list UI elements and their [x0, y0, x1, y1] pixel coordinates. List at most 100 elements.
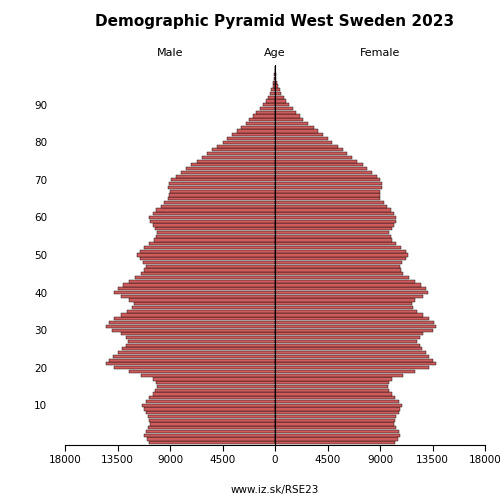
Bar: [260, 107, 275, 110]
Bar: [197, 160, 275, 162]
Bar: [275, 96, 283, 99]
Bar: [275, 118, 303, 122]
Bar: [156, 234, 275, 238]
Bar: [208, 152, 275, 155]
Bar: [129, 280, 275, 283]
Bar: [154, 238, 275, 242]
Bar: [149, 242, 275, 246]
Bar: [275, 126, 314, 129]
Bar: [232, 133, 275, 136]
Title: Demographic Pyramid West Sweden 2023: Demographic Pyramid West Sweden 2023: [96, 14, 454, 29]
Bar: [272, 84, 275, 87]
Bar: [275, 310, 418, 313]
Bar: [152, 378, 275, 380]
Bar: [141, 272, 275, 276]
Bar: [275, 122, 308, 125]
Bar: [114, 366, 275, 369]
Bar: [275, 422, 394, 426]
Bar: [275, 280, 415, 283]
Bar: [171, 178, 275, 182]
Bar: [275, 212, 394, 216]
Bar: [160, 204, 275, 208]
Bar: [275, 314, 423, 316]
Bar: [275, 351, 426, 354]
Bar: [275, 73, 276, 76]
Bar: [275, 298, 415, 302]
Bar: [106, 362, 275, 366]
Bar: [275, 84, 278, 87]
Bar: [164, 201, 275, 204]
Bar: [275, 130, 318, 132]
Bar: [275, 208, 390, 212]
Bar: [275, 254, 408, 256]
Bar: [126, 336, 275, 339]
Bar: [275, 408, 400, 410]
Bar: [146, 411, 275, 414]
Bar: [169, 182, 275, 186]
Bar: [191, 164, 275, 166]
Bar: [275, 107, 292, 110]
Bar: [275, 257, 406, 260]
Bar: [146, 430, 275, 433]
Bar: [202, 156, 275, 159]
Bar: [274, 73, 275, 76]
Bar: [150, 220, 275, 223]
Bar: [275, 328, 432, 332]
Bar: [180, 171, 275, 174]
Bar: [275, 77, 276, 80]
Bar: [268, 96, 275, 99]
Bar: [144, 246, 275, 249]
Bar: [152, 224, 275, 226]
Bar: [275, 242, 396, 246]
Bar: [152, 392, 275, 396]
Bar: [275, 167, 367, 170]
Bar: [266, 100, 275, 102]
Bar: [275, 152, 347, 155]
Bar: [275, 190, 380, 193]
Bar: [275, 178, 380, 182]
Bar: [275, 317, 429, 320]
Bar: [144, 434, 275, 437]
Bar: [275, 396, 395, 400]
Bar: [275, 404, 402, 407]
Bar: [275, 160, 356, 162]
Bar: [275, 182, 382, 186]
Bar: [149, 418, 275, 422]
Bar: [275, 227, 392, 230]
Bar: [253, 114, 275, 117]
Text: Male: Male: [157, 48, 183, 58]
Bar: [275, 426, 396, 430]
Bar: [157, 231, 275, 234]
Bar: [152, 212, 275, 216]
Bar: [275, 284, 421, 286]
Bar: [144, 408, 275, 410]
Bar: [275, 114, 299, 117]
Bar: [275, 378, 392, 380]
Bar: [241, 126, 275, 129]
Bar: [275, 381, 390, 384]
Bar: [275, 148, 342, 152]
Bar: [275, 264, 400, 268]
Bar: [275, 388, 390, 392]
Bar: [140, 257, 275, 260]
Bar: [275, 216, 396, 219]
Bar: [156, 208, 275, 212]
Bar: [114, 291, 275, 294]
Bar: [275, 88, 280, 92]
Bar: [275, 441, 395, 444]
Bar: [149, 216, 275, 219]
Bar: [275, 434, 400, 437]
Bar: [246, 122, 275, 125]
Bar: [264, 103, 275, 106]
Bar: [146, 264, 275, 268]
Text: www.iz.sk/RSE23: www.iz.sk/RSE23: [231, 485, 319, 495]
Bar: [118, 351, 275, 354]
Bar: [275, 366, 429, 369]
Bar: [142, 404, 275, 407]
Bar: [275, 141, 332, 144]
Bar: [275, 418, 395, 422]
Bar: [275, 133, 323, 136]
Bar: [155, 388, 275, 392]
Bar: [146, 400, 275, 403]
Bar: [127, 310, 275, 313]
